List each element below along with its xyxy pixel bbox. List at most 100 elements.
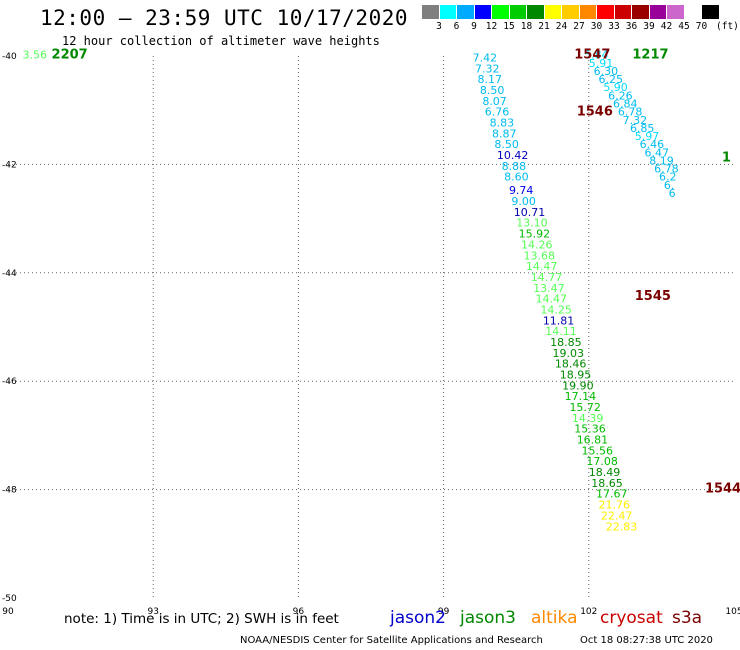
scale-swatch — [632, 5, 649, 19]
wave-height-value: 17.08 — [586, 455, 618, 468]
scale-label: 24 — [555, 21, 568, 32]
scale-swatch — [544, 5, 561, 19]
wave-height-value: 18.85 — [550, 336, 582, 349]
wave-height-value: 13.68 — [523, 249, 555, 262]
wave-height-value: 6.2 — [659, 171, 677, 184]
scale-label: 18 — [520, 21, 533, 32]
wave-height-value: 7.32 — [623, 114, 648, 127]
page-title: 12:00 – 23:59 UTC 10/17/2020 — [40, 6, 409, 30]
longitude-label: 90 — [2, 607, 14, 617]
latitude-label: -44 — [2, 269, 17, 279]
scale-swatch — [562, 5, 579, 19]
scale-swatch — [684, 5, 701, 19]
scale-label: 30 — [590, 21, 603, 32]
wave-height-value: 10.42 — [497, 149, 528, 162]
wave-height-value: 19.90 — [562, 379, 594, 392]
wave-height-value: 9.00 — [511, 195, 536, 208]
wave-height-value: 5.84 — [584, 49, 609, 62]
wave-height-value: 6. — [664, 179, 675, 192]
scale-label: 70 — [695, 21, 708, 32]
scale-swatch — [422, 5, 439, 19]
wave-height-value: 8.17 — [477, 73, 502, 86]
latitude-label: -46 — [2, 377, 17, 387]
latitude-label: -42 — [2, 160, 17, 170]
wave-height-value: 14.11 — [545, 325, 577, 338]
latitude-label: -48 — [2, 486, 17, 496]
wave-height-value: 15.72 — [569, 401, 601, 414]
wave-height-value: 6.85 — [630, 122, 655, 135]
scale-swatch — [614, 5, 631, 19]
satellite-label-jason3: jason3 — [460, 608, 516, 628]
scale-label: 33 — [608, 21, 620, 32]
wave-height-value: 14.77 — [531, 271, 563, 284]
satellite-label-cryosat: cryosat — [600, 608, 663, 628]
scale-swatch — [492, 5, 509, 19]
wave-height-value: 6 — [669, 187, 676, 200]
scale-swatch — [474, 5, 491, 19]
scale-swatch — [649, 5, 666, 19]
wave-height-value: 18.65 — [591, 477, 623, 490]
wave-height-value: 8.60 — [504, 171, 528, 184]
wave-height-value: 14.39 — [572, 412, 604, 425]
satellite-label-jason2: jason2 — [390, 608, 446, 628]
pass-time-label: 1217 — [632, 48, 668, 63]
wave-height-value: 22.83 — [606, 520, 638, 533]
pass-time-label: 1547 — [574, 48, 610, 63]
wave-height-value: 10.71 — [514, 206, 546, 219]
wave-height-value: 6.30 — [594, 65, 619, 78]
wave-height-value: 15.92 — [519, 228, 551, 241]
pass-time-label: 1546 — [577, 105, 613, 120]
wave-height-value: 8.50 — [494, 138, 519, 151]
scale-swatch — [702, 5, 719, 19]
wave-height-value: 6.25 — [598, 73, 623, 86]
scale-swatch — [527, 5, 544, 19]
wave-height-value: 11.81 — [543, 314, 575, 327]
scale-label: 39 — [643, 21, 655, 32]
wave-height-value: 18.46 — [555, 358, 587, 371]
wave-height-value: 6.78 — [618, 106, 643, 119]
longitude-label: 102 — [580, 607, 597, 617]
scale-label: 45 — [678, 21, 690, 32]
scale-label: 36 — [625, 21, 638, 32]
scale-label: 12 — [485, 21, 498, 32]
satellite-label-altika: altika — [531, 608, 578, 628]
longitude-label: 93 — [147, 607, 158, 617]
wave-height-value: 15.36 — [574, 423, 606, 436]
wave-height-value: 5.91 — [589, 57, 614, 70]
wave-height-value: 9.74 — [509, 184, 534, 197]
wave-height-value: 22.47 — [601, 509, 633, 522]
longitude-label: 105 — [725, 607, 740, 617]
wave-height-value: 6.26 — [608, 89, 633, 102]
wave-height-value: 17.14 — [565, 390, 597, 403]
scale-label: 27 — [573, 21, 585, 32]
wave-height-value: 6.46 — [640, 138, 665, 151]
scale-label: 42 — [660, 21, 673, 32]
pass-time-label: 1545 — [635, 289, 671, 304]
wave-height-value: 14.47 — [526, 260, 558, 273]
wave-height-value: 18.49 — [589, 466, 621, 479]
wave-height-value: 3.56 — [23, 49, 48, 62]
latitude-label: -40 — [2, 52, 17, 62]
scale-label: 21 — [538, 21, 550, 32]
satellite-label-s3a: s3a — [672, 608, 703, 628]
longitude-label: 96 — [293, 607, 305, 617]
wave-height-value: 8.83 — [490, 116, 514, 129]
wave-height-value: 6.47 — [644, 146, 669, 159]
longitude-label: 99 — [438, 607, 450, 617]
footer-credit: NOAA/NESDIS Center for Satellite Applica… — [240, 635, 543, 646]
wave-height-value: 8.19 — [649, 154, 674, 167]
pass-time-label: 1544 — [705, 481, 740, 496]
scale-label: 3 — [436, 21, 442, 32]
wave-height-value: 8.50 — [480, 84, 505, 97]
wave-height-value: 15.56 — [582, 444, 614, 457]
wave-height-value: 6.84 — [613, 97, 638, 110]
wave-height-value: 13.10 — [516, 217, 548, 230]
scale-label: 9 — [471, 21, 477, 32]
wave-height-value: 18.95 — [560, 368, 592, 381]
page-subtitle: 12 hour collection of altimeter wave hei… — [62, 34, 380, 48]
wave-height-value: 5.97 — [635, 130, 660, 143]
wave-height-value: 5.90 — [603, 81, 628, 94]
wave-height-value: 6.78 — [654, 163, 679, 176]
wave-height-value: 17.67 — [596, 488, 628, 501]
